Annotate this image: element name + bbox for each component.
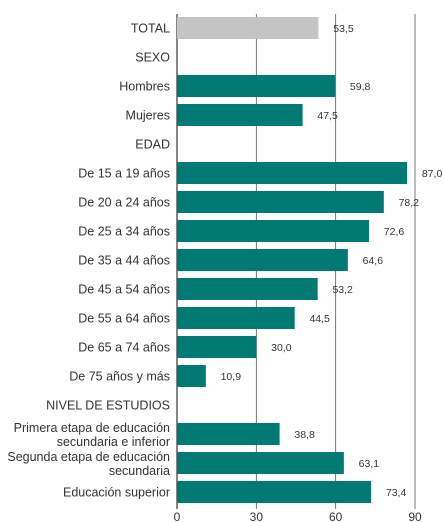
category-label-segunda-etapa-de-educacion-secundaria: Segunda etapa de educación secundaria (7, 450, 170, 478)
bar-total (177, 17, 319, 39)
category-label-de-45-a-54-anos: De 45 a 54 años (78, 283, 170, 297)
x-tick-label-30: 30 (250, 510, 264, 522)
category-label-edad: EDAD (135, 138, 170, 152)
value-label-de-25-a-34-anos: 72,6 (384, 226, 405, 238)
bar-de-15-a-19-anos (177, 162, 408, 184)
value-label-educacion-superior: 73,4 (386, 487, 407, 499)
bar-educacion-superior (177, 481, 372, 503)
value-label-de-65-a-74-anos: 30,0 (271, 342, 292, 354)
value-label-total: 53,5 (333, 23, 354, 35)
bar-de-65-a-74-anos (177, 336, 257, 358)
bar-de-45-a-54-anos (177, 278, 318, 300)
value-label-primera-etapa-de-educacion-secundaria-e-inferior: 38,8 (294, 429, 315, 441)
bar-hombres (177, 75, 336, 97)
bar-de-35-a-44-anos (177, 249, 348, 271)
value-label-segunda-etapa-de-educacion-secundaria: 63,1 (359, 458, 380, 470)
category-label-mujeres: Mujeres (126, 109, 170, 123)
category-label-de-55-a-64-anos: De 55 a 64 años (78, 312, 170, 326)
bar-de-55-a-64-anos (177, 307, 295, 329)
x-tick-label-60: 60 (329, 510, 343, 522)
category-label-de-15-a-19-anos: De 15 a 19 años (78, 167, 170, 181)
value-label-de-45-a-54-anos: 53,2 (332, 284, 353, 296)
category-label-de-20-a-24-anos: De 20 a 24 años (78, 196, 170, 210)
category-label-total: TOTAL (131, 22, 170, 36)
bar-mujeres (177, 104, 303, 126)
x-tick-label-0: 0 (174, 510, 181, 522)
category-label-de-35-a-44-anos: De 35 a 44 años (78, 254, 170, 268)
bars (177, 17, 408, 503)
x-axis-ticks: 0 30 60 90 (174, 510, 422, 522)
bar-de-25-a-34-anos (177, 220, 369, 242)
category-label-primera-etapa-de-educacion-secundaria-e-inferior: Primera etapa de educación secundaria e i… (14, 421, 170, 449)
x-tick-label-90: 90 (408, 510, 422, 522)
bar-de-75-anos-y-mas (177, 365, 206, 387)
category-label-sexo: SEXO (135, 51, 170, 65)
value-label-mujeres: 47,5 (317, 110, 338, 122)
category-labels: TOTAL SEXO Hombres Mujeres EDAD De 15 a 19 añ… (7, 22, 170, 500)
value-label-de-75-anos-y-mas: 10,9 (221, 371, 242, 383)
value-label-de-15-a-19-anos: 87,0 (422, 168, 443, 180)
value-label-de-55-a-64-anos: 44,5 (309, 313, 330, 325)
category-label-hombres: Hombres (119, 80, 170, 94)
value-label-de-20-a-24-anos: 78,2 (399, 197, 420, 209)
value-labels: 53,5 59,8 47,5 87,0 78,2 72,6 64,6 53,2 44,5 30,0… (221, 23, 443, 499)
category-label-educacion-superior: Educación superior (63, 486, 170, 500)
category-label-de-65-a-74-anos: De 65 a 74 años (78, 341, 170, 355)
value-label-de-35-a-44-anos: 64,6 (363, 255, 384, 267)
category-label-de-25-a-34-anos: De 25 a 34 años (78, 225, 170, 239)
bar-segunda-etapa-de-educacion-secundaria (177, 452, 344, 474)
bar-primera-etapa-de-educacion-secundaria-e-inferior (177, 423, 280, 445)
value-label-hombres: 59,8 (350, 81, 371, 93)
category-label-nivel-de-estudios: NIVEL DE ESTUDIOS (46, 399, 170, 413)
category-label-de-75-anos-y-mas: De 75 años y más (69, 370, 170, 384)
bar-de-20-a-24-anos (177, 191, 384, 213)
